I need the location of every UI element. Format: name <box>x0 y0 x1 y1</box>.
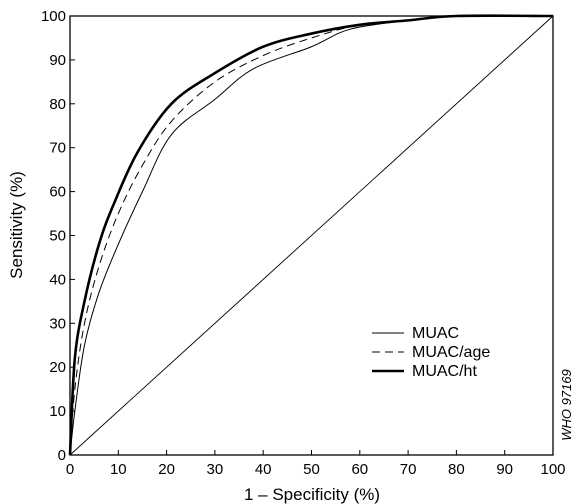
y-tick-label: 30 <box>49 315 66 332</box>
reference-line <box>69 15 554 456</box>
x-tick-label: 50 <box>303 461 320 478</box>
x-tick-label: 20 <box>158 461 175 478</box>
y-tick-label: 70 <box>49 140 66 157</box>
x-tick-label: 40 <box>255 461 272 478</box>
series-line-muac-ht <box>68 14 554 456</box>
series-layer <box>68 14 554 456</box>
x-axis-label: 1 – Specificity (%) <box>244 485 380 504</box>
x-tick-label: 80 <box>448 461 465 478</box>
y-tick-label: 80 <box>49 96 66 113</box>
legend-label-muac-age: MUAC/age <box>412 344 490 361</box>
y-tick-label: 0 <box>58 447 66 464</box>
y-tick-label: 50 <box>49 228 66 245</box>
y-tick-label: 20 <box>49 359 66 376</box>
y-axis-label: Sensitivity (%) <box>7 171 26 279</box>
legend-label-muac-ht: MUAC/ht <box>412 363 477 380</box>
y-tick-label: 100 <box>41 8 66 25</box>
x-tick-label: 60 <box>351 461 368 478</box>
x-tick-label: 0 <box>66 461 74 478</box>
y-tick-label: 10 <box>49 403 66 420</box>
x-tick-label: 90 <box>496 461 513 478</box>
y-axis: 0 10 20 30 40 50 60 70 80 90 100 <box>41 8 75 464</box>
y-tick-label: 90 <box>49 52 66 69</box>
legend-label-muac: MUAC <box>412 325 459 342</box>
x-axis: 0 10 20 30 40 50 60 70 80 90 100 <box>66 450 566 478</box>
reference-diagonal <box>69 15 554 456</box>
x-tick-label: 30 <box>207 461 224 478</box>
watermark: WHO 97169 <box>559 369 574 441</box>
x-tick-label: 70 <box>400 461 417 478</box>
y-tick-label: 40 <box>49 271 66 288</box>
y-tick-label: 60 <box>49 184 66 201</box>
x-tick-label: 10 <box>110 461 127 478</box>
legend: MUAC MUAC/age MUAC/ht <box>372 325 490 380</box>
x-tick-label: 100 <box>540 461 565 478</box>
